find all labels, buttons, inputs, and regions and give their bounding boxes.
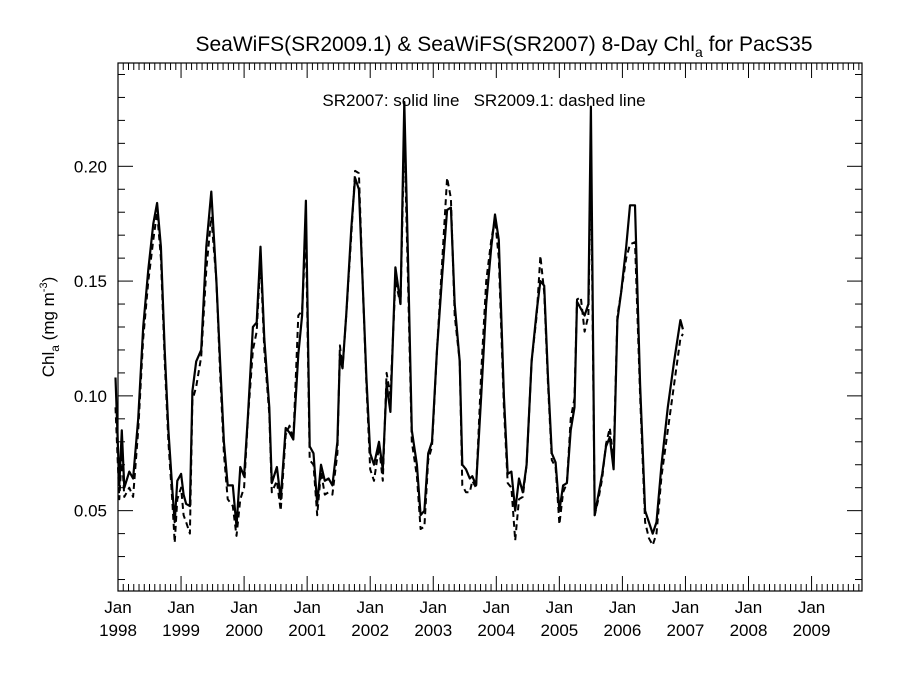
x-tick-label-year: 2000 (225, 621, 263, 640)
series-line-sr2007 (114, 100, 684, 535)
x-tick-label-year: 2004 (477, 621, 515, 640)
y-axis-label: Chla (mg m-3) (38, 277, 62, 378)
x-tick-label-year: 2005 (540, 621, 578, 640)
x-tick-label-year: 2008 (730, 621, 768, 640)
y-axis-label-superscript: -3 (38, 282, 50, 292)
x-tick-label-month: Jan (420, 598, 447, 617)
y-tick-label: 0.10 (74, 387, 107, 406)
x-tick-label-month: Jan (167, 598, 194, 617)
x-tick-label-month: Jan (735, 598, 762, 617)
y-tick-label: 0.20 (74, 157, 107, 176)
axis-ticks (117, 63, 862, 591)
y-tick-label: 0.15 (74, 272, 107, 291)
x-tick-label-month: Jan (293, 598, 320, 617)
x-tick-label-year: 2006 (603, 621, 641, 640)
x-tick-label-month: Jan (483, 598, 510, 617)
x-tick-label-month: Jan (798, 598, 825, 617)
chart-title-subscript: a (695, 44, 703, 60)
x-tick-label-month: Jan (104, 598, 131, 617)
x-tick-label-year: 2003 (414, 621, 452, 640)
chart-title-suffix: for PacS35 (703, 33, 813, 56)
x-tick-label-year: 2002 (351, 621, 389, 640)
x-tick-label-year: 1999 (162, 621, 200, 640)
x-tick-label-year: 2001 (288, 621, 326, 640)
x-tick-label-month: Jan (672, 598, 699, 617)
x-tick-label-month: Jan (356, 598, 383, 617)
y-axis-label-close: ) (39, 277, 58, 283)
y-axis-label-unit: (mg m (39, 292, 58, 345)
x-tick-label-year: 2007 (667, 621, 705, 640)
y-tick-label: 0.05 (74, 502, 107, 521)
series-line-sr2009-1 (114, 130, 684, 547)
tick-labels: 0.05 0.10 0.15 0.20 Jan 1998 Jan 1999 Jan 2000 Jan… (74, 157, 831, 640)
chart-title: SeaWiFS(SR2009.1) & SeaWiFS(SR2007) 8-Da… (195, 33, 812, 60)
x-tick-label-year: 1998 (99, 621, 137, 640)
y-axis-label-main: Chl (39, 352, 58, 378)
x-tick-label-month: Jan (546, 598, 573, 617)
x-tick-label-month: Jan (609, 598, 636, 617)
x-tick-label-year: 2009 (793, 621, 831, 640)
y-axis-label-subscript: a (48, 345, 62, 352)
x-tick-label-month: Jan (230, 598, 257, 617)
chart-title-main: SeaWiFS(SR2009.1) & SeaWiFS(SR2007) 8-Da… (195, 33, 695, 56)
plot-frame (117, 62, 863, 592)
series-annotation: SR2007: solid line SR2009.1: dashed line (322, 91, 645, 110)
series-lines (114, 100, 684, 547)
